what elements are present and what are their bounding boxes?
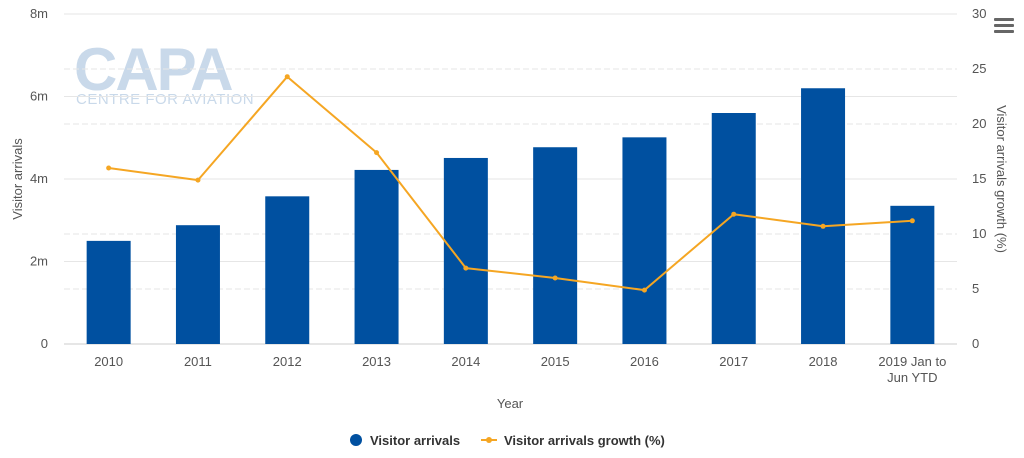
legend-item-visitor-arrivals-growth[interactable]: Visitor arrivals growth (%) bbox=[481, 433, 665, 448]
line-point bbox=[284, 74, 290, 80]
y-left-tick-label: 6m bbox=[30, 89, 48, 104]
chart-menu-button[interactable] bbox=[994, 18, 1014, 36]
x-tick-label: 2014 bbox=[451, 354, 480, 369]
x-tick-label: 2018 bbox=[809, 354, 838, 369]
left-axis-ticks: 0 2m 4m 6m 8m bbox=[30, 6, 48, 351]
legend-label-visitor-arrivals: Visitor arrivals bbox=[370, 433, 460, 448]
right-axis-ticks: 0 5 10 15 20 25 30 bbox=[972, 6, 986, 351]
bar bbox=[711, 113, 756, 344]
y-right-tick-label: 25 bbox=[972, 61, 986, 76]
line-point bbox=[552, 275, 558, 281]
bar bbox=[86, 240, 131, 344]
bar-series bbox=[86, 88, 935, 344]
y-left-tick-label: 4m bbox=[30, 171, 48, 186]
menu-bar bbox=[994, 18, 1014, 21]
legend-marker-point bbox=[486, 437, 492, 443]
y-right-tick-label: 15 bbox=[972, 171, 986, 186]
x-axis-title: Year bbox=[497, 396, 524, 411]
y-right-tick-label: 0 bbox=[972, 336, 979, 351]
y-right-tick-label: 30 bbox=[972, 6, 986, 21]
bar bbox=[801, 88, 846, 344]
line-series bbox=[106, 74, 915, 293]
x-axis-ticks: 2010 2011 2012 2013 2014 2015 2016 2017 2018 2019… bbox=[94, 354, 946, 385]
bar bbox=[175, 225, 220, 344]
y-left-axis-title: Visitor arrivals bbox=[10, 138, 25, 220]
x-tick-label: 2017 bbox=[719, 354, 748, 369]
line-point bbox=[641, 287, 647, 293]
legend-label-visitor-arrivals-growth: Visitor arrivals growth (%) bbox=[504, 433, 665, 448]
bar bbox=[622, 137, 667, 344]
y-right-tick-label: 20 bbox=[972, 116, 986, 131]
series-line bbox=[108, 75, 913, 292]
x-tick-label: 2013 bbox=[362, 354, 391, 369]
menu-bar bbox=[994, 24, 1014, 27]
legend: Visitor arrivals Visitor arrivals growth… bbox=[350, 433, 665, 448]
line-point bbox=[909, 218, 915, 224]
legend-marker-bar bbox=[350, 434, 362, 446]
x-tick-label: 2011 bbox=[184, 354, 212, 369]
x-tick-label: 2012 bbox=[273, 354, 302, 369]
y-right-tick-label: 10 bbox=[972, 226, 986, 241]
menu-bar bbox=[994, 30, 1014, 33]
legend-item-visitor-arrivals[interactable]: Visitor arrivals bbox=[350, 433, 460, 448]
y-left-tick-label: 0 bbox=[41, 336, 48, 351]
y-right-tick-label: 5 bbox=[972, 281, 979, 296]
y-right-axis-title: Visitor arrivals growth (%) bbox=[994, 105, 1009, 253]
bar bbox=[354, 169, 399, 344]
y-left-tick-label: 2m bbox=[30, 254, 48, 269]
watermark-logo: CAPA CENTRE FOR AVIATION bbox=[74, 36, 254, 108]
bar bbox=[265, 196, 310, 344]
line-point bbox=[820, 223, 826, 229]
line-point bbox=[195, 177, 201, 183]
bar bbox=[443, 157, 488, 344]
line-point bbox=[106, 165, 112, 171]
line-point bbox=[731, 211, 737, 217]
bar bbox=[533, 147, 578, 344]
y-left-tick-label: 8m bbox=[30, 6, 48, 21]
x-tick-label: 2016 bbox=[630, 354, 659, 369]
x-tick-label: Jun YTD bbox=[887, 370, 937, 385]
x-tick-label: 2019 Jan to bbox=[878, 354, 946, 369]
x-tick-label: 2010 bbox=[94, 354, 123, 369]
watermark-tagline: CENTRE FOR AVIATION bbox=[76, 91, 254, 108]
x-tick-label: 2015 bbox=[541, 354, 570, 369]
line-point bbox=[374, 150, 380, 156]
line-point bbox=[463, 265, 469, 271]
bar bbox=[890, 205, 935, 344]
